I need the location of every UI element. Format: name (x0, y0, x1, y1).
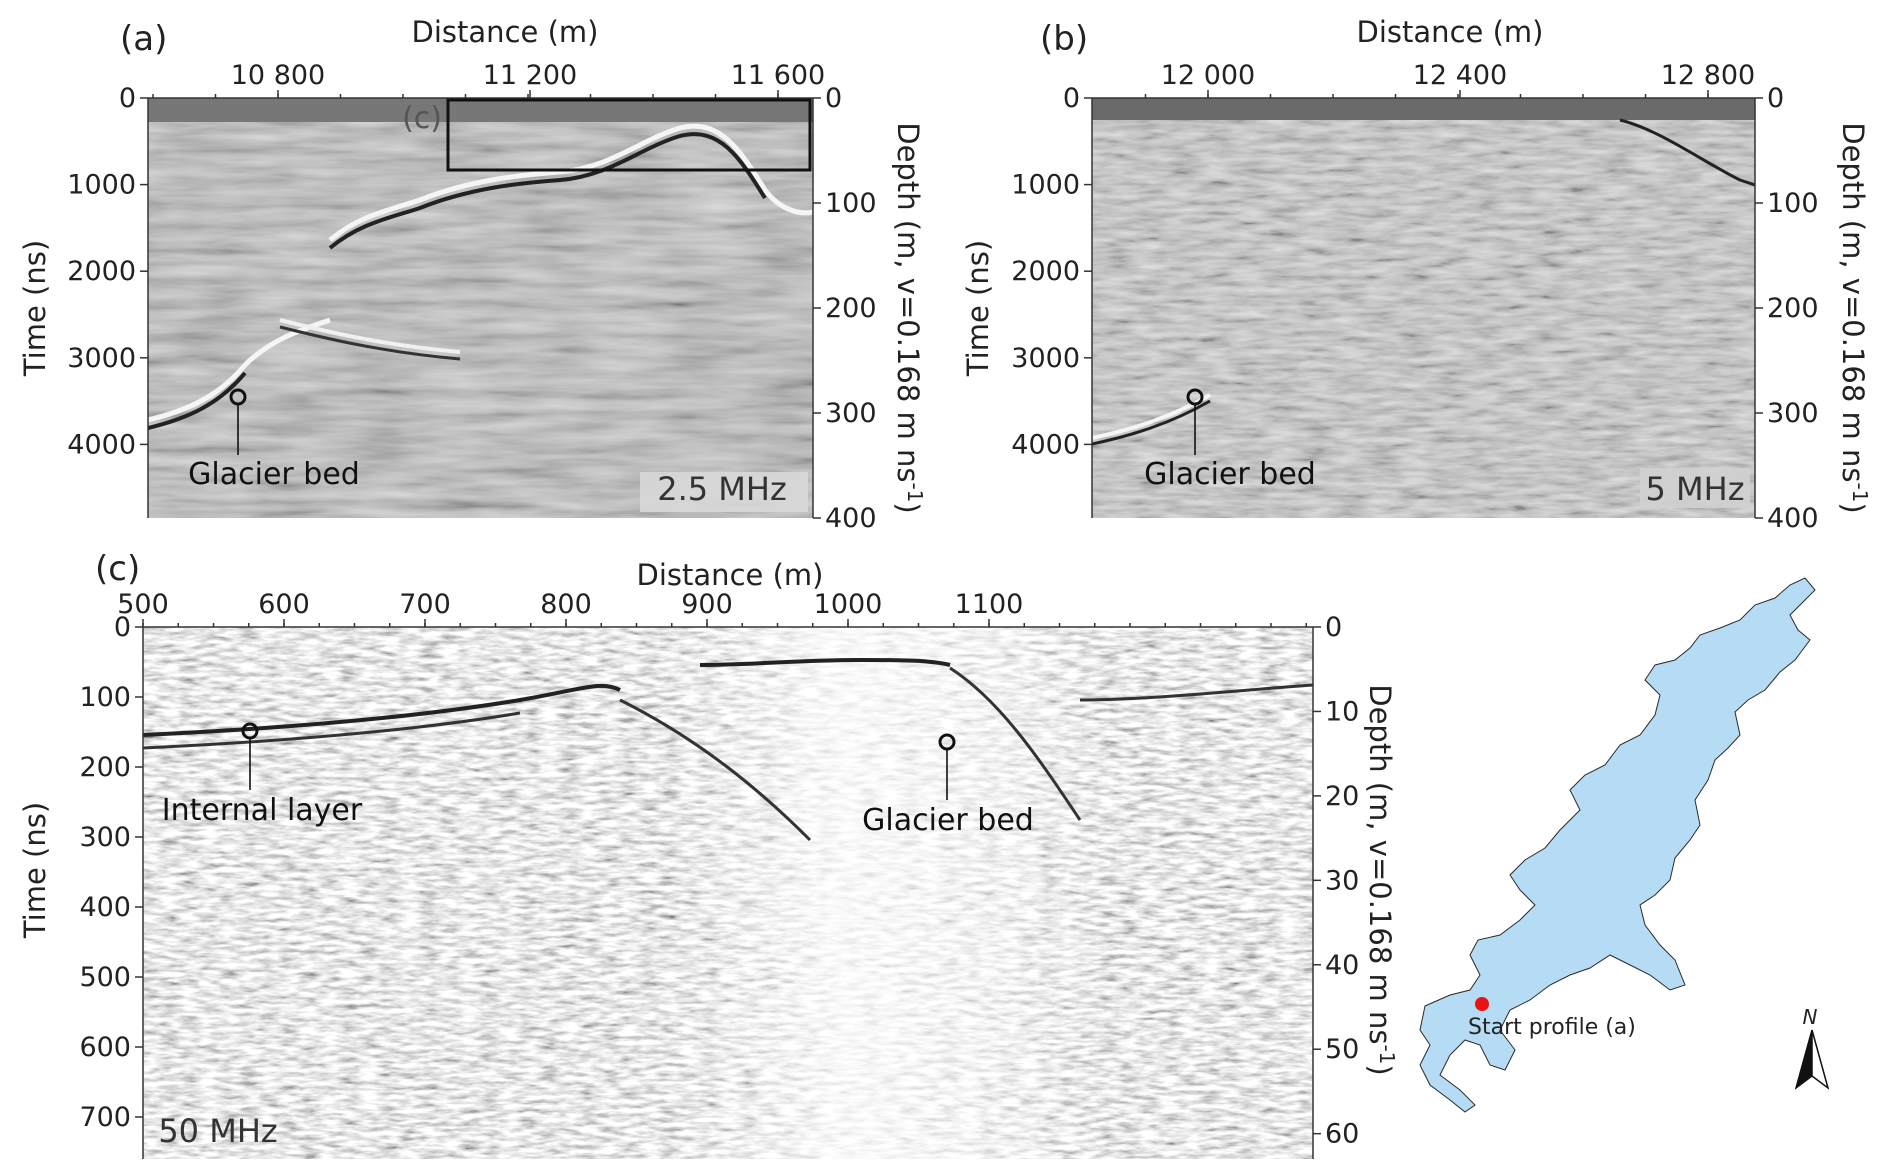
panel-c-right-tick-label: 60 (1325, 1119, 1359, 1150)
panel-a-right-tick-label: 300 (825, 398, 877, 429)
panel-a-top-tick-label: 11 200 (483, 60, 577, 91)
panel-a-right-tick-label: 100 (825, 188, 877, 219)
map-start-marker (1475, 997, 1489, 1011)
north-arrow-icon: N (1794, 1005, 1830, 1090)
panel-b-right-tick-label: 0 (1767, 83, 1784, 114)
panel-a-annotation: Glacier bed (188, 457, 360, 492)
panel-a-top-axis-title: Distance (m) (412, 15, 599, 49)
panel-c-left-tick-label: 700 (79, 1102, 131, 1133)
panel-b-left-tick-label: 4000 (1011, 429, 1080, 460)
panel-c-frequency-label: 50 MHz (158, 1112, 277, 1150)
panel-a-inset-label: (c) (402, 101, 442, 136)
panel-c-axes: 500 600 700 800 900 1000 110001002003004005006… (79, 589, 1359, 1159)
panel-b-letter: (b) (1040, 19, 1088, 59)
panel-b-annotation: Glacier bed (1144, 457, 1316, 492)
glacier-outline (1419, 577, 1816, 1113)
panel-c-top-tick-label: 1000 (814, 589, 883, 620)
panel-a-top-tick-label: 11 600 (731, 60, 825, 91)
panel-c-right-axis-title: Depth (m, v=0.168 m ns-1) (1363, 684, 1399, 1076)
panel-b-left-tick-label: 3000 (1011, 343, 1080, 374)
panel-b-top-axis-title: Distance (m) (1357, 15, 1544, 49)
panel-b-right-tick-label: 300 (1767, 398, 1819, 429)
panel-a-right-tick-label: 0 (825, 83, 842, 114)
panel-b-left-tick-label: 1000 (1011, 170, 1080, 201)
panel-c-left-tick-label: 200 (79, 752, 131, 783)
panel-c-right-tick-label: 30 (1325, 865, 1359, 896)
panel-b-frequency-label: 5 MHz (1646, 470, 1745, 508)
panel-b-left-axis-title: Time (ns) (961, 240, 995, 377)
panel-c-top-tick-label: 1100 (955, 589, 1024, 620)
glacier-map: Start profile (a) N (1419, 577, 1830, 1113)
panel-b-right-tick-label: 400 (1767, 503, 1819, 534)
panel-a-right-axis-title: Depth (m, v=0.168 m ns-1) (891, 122, 927, 514)
panel-b-left-tick-label: 2000 (1011, 256, 1080, 287)
panel-b-top-tick-label: 12 800 (1661, 60, 1755, 91)
panel-a-left-tick-label: 0 (119, 83, 136, 114)
panel-c-right-tick-label: 0 (1325, 612, 1342, 643)
panel-a-left-tick-label: 1000 (67, 170, 136, 201)
panel-c-top-tick-label: 900 (681, 589, 733, 620)
panel-b-axes: 12 000 12 400 12 800 0 1000 2000 3000 4000 0 100 2… (1011, 60, 1818, 534)
panel-a-left-tick-label: 4000 (67, 429, 136, 460)
panel-a-axes: 10 800 11 200 11 6000100020003000400001002… (67, 60, 876, 534)
panel-b-right-tick-label: 100 (1767, 188, 1819, 219)
panel-b-top-tick-label: 12 000 (1161, 60, 1255, 91)
panel-c-top-tick-label: 800 (540, 589, 592, 620)
panel-c-annotation-left: Internal layer (162, 793, 363, 828)
panel-a-left-axis-title: Time (ns) (18, 240, 52, 377)
panel-c-annotation-right: Glacier bed (862, 803, 1034, 838)
panel-c-top-tick-label: 700 (399, 589, 451, 620)
panel-c: 50 MHz Internal layer Glacier bed 500 600… (18, 549, 1399, 1159)
panel-c-top-axis-title: Distance (m) (637, 558, 824, 592)
north-label: N (1803, 1005, 1818, 1029)
panel-c-letter: (c) (95, 549, 140, 589)
panel-b-top-tick-label: 12 400 (1413, 60, 1507, 91)
panel-c-top-tick-label: 500 (117, 589, 169, 620)
panel-c-left-tick-label: 400 (79, 892, 131, 923)
panel-b-left-tick-label: 0 (1063, 83, 1080, 114)
panel-c-right-tick-label: 40 (1325, 950, 1359, 981)
panel-a-top-tick-label: 10 800 (231, 60, 325, 91)
panel-a: (c) 2.5 MHz Glacier bed 10 800 11 200 11 6… (18, 15, 927, 534)
panel-b-right-tick-label: 200 (1767, 293, 1819, 324)
panel-a-left-tick-label: 2000 (67, 256, 136, 287)
panel-c-right-tick-label: 20 (1325, 781, 1359, 812)
panel-a-radargram (148, 98, 813, 518)
panel-c-right-tick-label: 10 (1325, 696, 1359, 727)
panel-c-left-tick-label: 500 (79, 962, 131, 993)
panel-a-right-tick-label: 200 (825, 293, 877, 324)
panel-c-left-axis-title: Time (ns) (18, 802, 52, 939)
panel-c-left-tick-label: 300 (79, 822, 131, 853)
panel-a-left-tick-label: 3000 (67, 343, 136, 374)
panel-a-right-tick-label: 400 (825, 503, 877, 534)
panel-a-inset-box (446, 98, 812, 172)
panel-c-left-tick-label: 100 (79, 682, 131, 713)
panel-b: 5 MHz Glacier bed 12 000 12 400 12 800 0 100… (961, 15, 1872, 534)
panel-c-right-tick-label: 50 (1325, 1034, 1359, 1065)
panel-c-left-tick-label: 0 (114, 612, 131, 643)
panel-c-left-tick-label: 600 (79, 1032, 131, 1063)
panel-a-letter: (a) (120, 19, 167, 59)
map-start-label: Start profile (a) (1468, 1015, 1636, 1040)
panel-c-radargram (143, 627, 1313, 1159)
panel-c-top-tick-label: 600 (258, 589, 310, 620)
panel-b-radargram (1092, 98, 1755, 518)
panel-b-right-axis-title: Depth (m, v=0.168 m ns-1) (1836, 122, 1872, 514)
panel-a-frequency-label: 2.5 MHz (657, 470, 787, 508)
